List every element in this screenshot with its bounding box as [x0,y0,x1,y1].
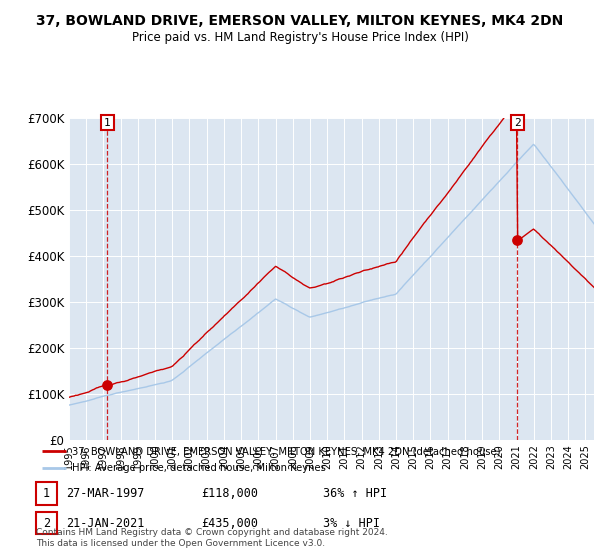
Text: 1: 1 [104,118,111,128]
FancyBboxPatch shape [36,482,57,505]
Text: 1: 1 [43,487,50,500]
Text: £118,000: £118,000 [202,487,259,500]
Text: HPI: Average price, detached house, Milton Keynes: HPI: Average price, detached house, Milt… [72,464,326,473]
FancyBboxPatch shape [36,512,57,534]
Text: 37, BOWLAND DRIVE, EMERSON VALLEY, MILTON KEYNES, MK4 2DN: 37, BOWLAND DRIVE, EMERSON VALLEY, MILTO… [37,14,563,28]
Text: 2: 2 [43,516,50,530]
Text: Contains HM Land Registry data © Crown copyright and database right 2024.
This d: Contains HM Land Registry data © Crown c… [36,528,388,548]
Point [512,235,522,244]
Text: 37, BOWLAND DRIVE, EMERSON VALLEY, MILTON KEYNES, MK4 2DN (detached house): 37, BOWLAND DRIVE, EMERSON VALLEY, MILTO… [72,446,500,456]
Text: 3% ↓ HPI: 3% ↓ HPI [323,516,380,530]
Text: 21-JAN-2021: 21-JAN-2021 [67,516,145,530]
Text: 2: 2 [514,118,521,128]
Point [103,381,112,390]
Text: 27-MAR-1997: 27-MAR-1997 [67,487,145,500]
Text: £435,000: £435,000 [202,516,259,530]
Text: Price paid vs. HM Land Registry's House Price Index (HPI): Price paid vs. HM Land Registry's House … [131,31,469,44]
Text: 36% ↑ HPI: 36% ↑ HPI [323,487,387,500]
